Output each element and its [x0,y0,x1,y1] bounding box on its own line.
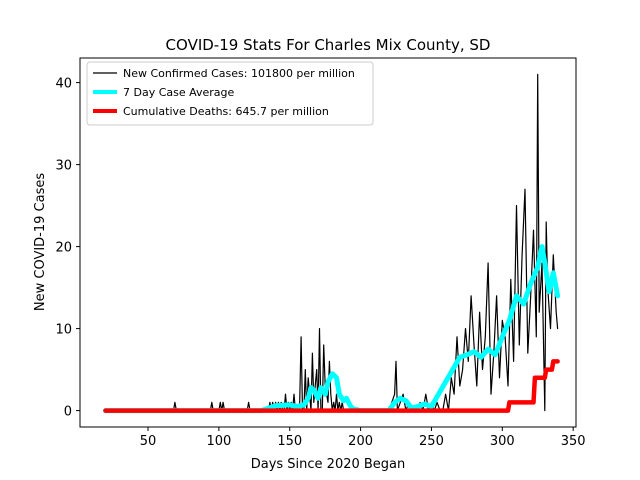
ticks-layer: 50 100 150 200 250 300 350 0 10 20 30 40 [55,77,585,449]
x-tick-label: 200 [348,434,373,449]
legend: New Confirmed Cases: 101800 per million … [86,61,374,126]
series-layer [103,73,561,414]
legend-label-deaths: Cumulative Deaths: 645.7 per million [123,105,329,118]
x-tick-label: 350 [561,434,586,449]
legend-box [86,61,374,126]
y-tick-label: 20 [55,241,72,256]
y-tick-label: 0 [64,405,72,420]
y-tick-label: 40 [55,77,72,92]
chart-title: COVID-19 Stats For Charles Mix County, S… [166,36,491,54]
series-line-7-day-average [103,244,561,414]
x-tick-label: 300 [490,434,515,449]
x-tick-label: 150 [277,434,302,449]
x-axis-label: Days Since 2020 Began [251,457,406,472]
x-tick-label: 100 [206,434,231,449]
x-tick-label: 250 [419,434,444,449]
legend-label-average: 7 Day Case Average [123,86,235,99]
y-tick-label: 10 [55,323,72,338]
series-line-cumulative-deaths [103,359,560,413]
y-tick-label: 30 [55,159,72,174]
x-tick-label: 50 [140,434,157,449]
y-axis-label: New COVID-19 Cases [33,173,48,311]
legend-label-cases: New Confirmed Cases: 101800 per million [123,67,355,80]
plot-frame [79,57,577,428]
